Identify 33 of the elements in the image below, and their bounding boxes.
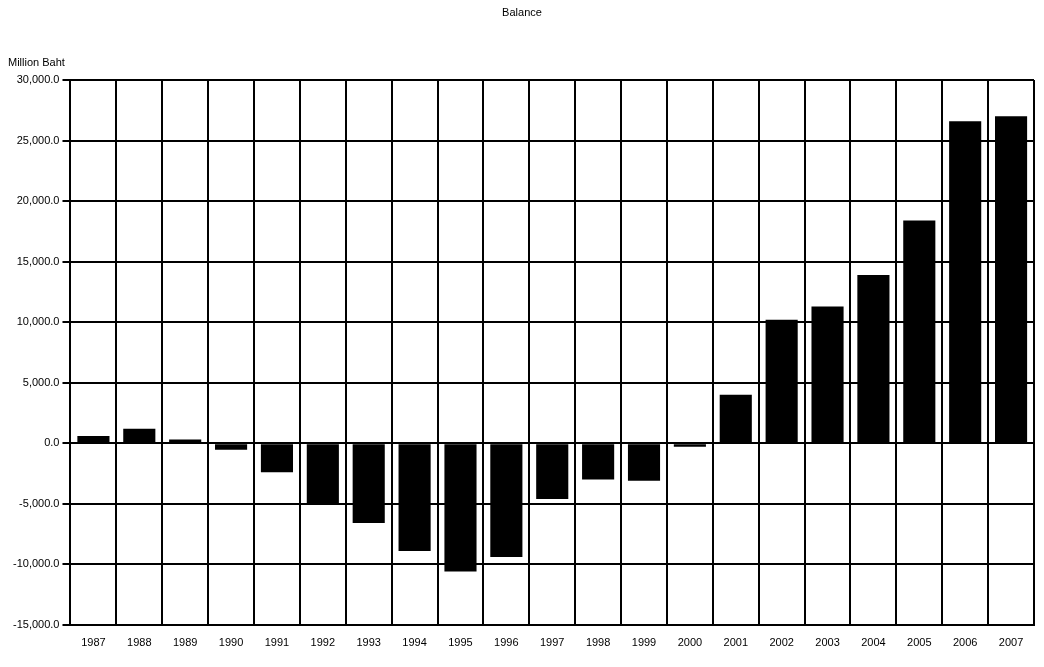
x-tick-label: 1999 — [631, 636, 657, 649]
y-tick-label: 0.0 — [44, 436, 60, 449]
x-tick-label: 2007 — [998, 636, 1024, 649]
y-tick-label: -10,000.0 — [13, 557, 60, 570]
x-tick-label: 2004 — [861, 636, 886, 649]
x-tick-label: 1994 — [402, 636, 427, 649]
x-tick-label: 1993 — [356, 636, 381, 649]
x-tick-label: 1990 — [218, 636, 244, 649]
x-tick-label: 1988 — [127, 636, 152, 649]
y-tick-label: 25,000.0 — [16, 133, 60, 146]
chart-title: Balance — [501, 6, 543, 18]
x-tick-label: 2005 — [907, 636, 932, 649]
y-tick-label: -15,000.0 — [13, 617, 60, 630]
x-tick-label: 2003 — [815, 636, 840, 649]
x-tick-label: 1998 — [585, 636, 611, 649]
x-tick-label: 1996 — [494, 636, 519, 649]
x-tick-label: 2002 — [769, 636, 794, 649]
y-axis-title: Million Baht — [8, 56, 65, 68]
y-tick-label: 5,000.0 — [22, 375, 60, 388]
x-tick-label: 1987 — [81, 636, 106, 649]
x-tick-label: 2000 — [677, 636, 703, 649]
x-tick-label: 1997 — [540, 636, 565, 649]
y-tick-label: 20,000.0 — [16, 194, 60, 207]
y-tick-label: 15,000.0 — [16, 254, 60, 267]
x-tick-label: 1992 — [310, 636, 336, 649]
x-tick-label: 1991 — [264, 636, 290, 649]
x-tick-label: 1989 — [172, 636, 198, 649]
y-tick-label: -5,000.0 — [19, 496, 60, 509]
y-tick-label: 10,000.0 — [16, 315, 60, 328]
y-tick-label: 30,000.0 — [16, 73, 60, 86]
x-tick-label: 1995 — [448, 636, 473, 649]
x-tick-label: 2006 — [952, 636, 978, 649]
x-tick-label: 2001 — [723, 636, 749, 649]
